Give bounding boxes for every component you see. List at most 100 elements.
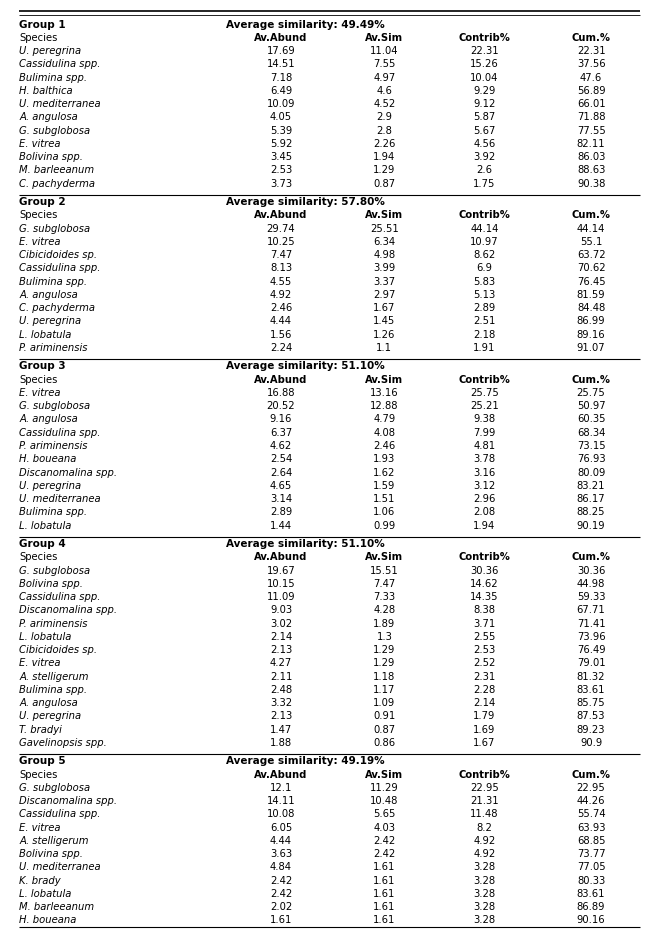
Text: 2.24: 2.24 bbox=[270, 343, 292, 353]
Text: Cum.%: Cum.% bbox=[572, 552, 610, 562]
Text: 81.32: 81.32 bbox=[577, 672, 605, 682]
Text: 1.29: 1.29 bbox=[373, 658, 395, 669]
Text: Contrib%: Contrib% bbox=[459, 210, 510, 220]
Text: 9.29: 9.29 bbox=[474, 85, 495, 96]
Text: 19.67: 19.67 bbox=[267, 566, 295, 576]
Text: 22.95: 22.95 bbox=[577, 783, 605, 793]
Text: Discanomalina spp.: Discanomalina spp. bbox=[19, 605, 118, 615]
Text: 14.35: 14.35 bbox=[470, 592, 499, 602]
Text: 2.14: 2.14 bbox=[474, 698, 495, 708]
Text: 0.91: 0.91 bbox=[373, 711, 395, 721]
Text: 4.81: 4.81 bbox=[474, 441, 495, 451]
Text: U. peregrina: U. peregrina bbox=[19, 481, 81, 491]
Text: 11.04: 11.04 bbox=[370, 46, 399, 56]
Text: 85.75: 85.75 bbox=[577, 698, 605, 708]
Text: 4.44: 4.44 bbox=[270, 316, 292, 326]
Text: 1.45: 1.45 bbox=[373, 316, 395, 326]
Text: 2.8: 2.8 bbox=[377, 126, 392, 136]
Text: 22.31: 22.31 bbox=[470, 46, 499, 56]
Text: 11.29: 11.29 bbox=[370, 783, 399, 793]
Text: Cassidulina spp.: Cassidulina spp. bbox=[19, 592, 101, 602]
Text: 4.62: 4.62 bbox=[270, 441, 292, 451]
Text: 73.77: 73.77 bbox=[577, 849, 605, 859]
Text: 2.18: 2.18 bbox=[474, 329, 495, 340]
Text: 3.71: 3.71 bbox=[474, 618, 495, 628]
Text: A. stelligerum: A. stelligerum bbox=[19, 672, 89, 682]
Text: U. mediterranea: U. mediterranea bbox=[19, 99, 101, 109]
Text: 4.08: 4.08 bbox=[373, 428, 395, 438]
Text: 1.29: 1.29 bbox=[373, 645, 395, 655]
Text: 3.02: 3.02 bbox=[270, 618, 292, 628]
Text: 1.67: 1.67 bbox=[373, 303, 395, 313]
Text: 1.61: 1.61 bbox=[373, 889, 395, 899]
Text: 2.9: 2.9 bbox=[377, 113, 392, 122]
Text: 1.75: 1.75 bbox=[474, 178, 495, 189]
Text: 2.54: 2.54 bbox=[270, 454, 292, 464]
Text: Cum.%: Cum.% bbox=[572, 210, 610, 220]
Text: Av.Sim: Av.Sim bbox=[365, 552, 404, 562]
Text: 2.52: 2.52 bbox=[474, 658, 495, 669]
Text: 4.28: 4.28 bbox=[373, 605, 395, 615]
Text: 91.07: 91.07 bbox=[577, 343, 605, 353]
Text: 4.84: 4.84 bbox=[270, 862, 292, 872]
Text: M. barleeanum: M. barleeanum bbox=[19, 902, 94, 912]
Text: 13.16: 13.16 bbox=[370, 388, 399, 398]
Text: 7.99: 7.99 bbox=[474, 428, 495, 438]
Text: Av.Sim: Av.Sim bbox=[365, 210, 404, 220]
Text: 2.64: 2.64 bbox=[270, 467, 292, 477]
Text: 11.09: 11.09 bbox=[267, 592, 295, 602]
Text: 2.97: 2.97 bbox=[373, 290, 395, 300]
Text: 30.36: 30.36 bbox=[577, 566, 605, 576]
Text: E. vitrea: E. vitrea bbox=[19, 237, 61, 247]
Text: P. ariminensis: P. ariminensis bbox=[19, 441, 88, 451]
Text: 3.28: 3.28 bbox=[474, 915, 495, 926]
Text: Cassidulina spp.: Cassidulina spp. bbox=[19, 428, 101, 438]
Text: 3.78: 3.78 bbox=[474, 454, 495, 464]
Text: 1.93: 1.93 bbox=[373, 454, 395, 464]
Text: 73.96: 73.96 bbox=[577, 632, 605, 642]
Text: Av.Sim: Av.Sim bbox=[365, 375, 404, 385]
Text: 14.11: 14.11 bbox=[267, 796, 295, 806]
Text: Average similarity: 49.49%: Average similarity: 49.49% bbox=[226, 20, 385, 30]
Text: 4.65: 4.65 bbox=[270, 481, 292, 491]
Text: 3.14: 3.14 bbox=[270, 494, 292, 504]
Text: 6.34: 6.34 bbox=[373, 237, 395, 247]
Text: 4.92: 4.92 bbox=[474, 836, 495, 846]
Text: L. lobatula: L. lobatula bbox=[19, 632, 72, 642]
Text: 10.97: 10.97 bbox=[470, 237, 499, 247]
Text: 86.99: 86.99 bbox=[577, 316, 605, 326]
Text: 50.97: 50.97 bbox=[577, 401, 605, 411]
Text: 55.1: 55.1 bbox=[580, 237, 602, 247]
Text: 3.32: 3.32 bbox=[270, 698, 292, 708]
Text: 6.37: 6.37 bbox=[270, 428, 292, 438]
Text: 2.42: 2.42 bbox=[373, 836, 395, 846]
Text: 1.61: 1.61 bbox=[373, 902, 395, 912]
Text: 2.42: 2.42 bbox=[373, 849, 395, 859]
Text: 7.55: 7.55 bbox=[373, 59, 395, 69]
Text: Average similarity: 57.80%: Average similarity: 57.80% bbox=[226, 197, 385, 207]
Text: Contrib%: Contrib% bbox=[459, 552, 510, 562]
Text: 21.31: 21.31 bbox=[470, 796, 499, 806]
Text: 2.51: 2.51 bbox=[474, 316, 495, 326]
Text: Cibicidoides sp.: Cibicidoides sp. bbox=[19, 645, 98, 655]
Text: 1.59: 1.59 bbox=[373, 481, 395, 491]
Text: U. mediterranea: U. mediterranea bbox=[19, 862, 101, 872]
Text: 3.92: 3.92 bbox=[474, 152, 495, 162]
Text: 4.05: 4.05 bbox=[270, 113, 292, 122]
Text: 71.41: 71.41 bbox=[577, 618, 605, 628]
Text: 9.12: 9.12 bbox=[474, 99, 495, 109]
Text: 0.87: 0.87 bbox=[373, 725, 395, 734]
Text: 68.85: 68.85 bbox=[577, 836, 605, 846]
Text: Group 4: Group 4 bbox=[19, 539, 66, 549]
Text: 59.33: 59.33 bbox=[577, 592, 605, 602]
Text: 0.86: 0.86 bbox=[373, 738, 395, 748]
Text: Species: Species bbox=[19, 770, 57, 779]
Text: 1.94: 1.94 bbox=[373, 152, 395, 162]
Text: 3.12: 3.12 bbox=[474, 481, 495, 491]
Text: 25.21: 25.21 bbox=[470, 401, 499, 411]
Text: G. subglobosa: G. subglobosa bbox=[19, 401, 90, 411]
Text: 10.48: 10.48 bbox=[370, 796, 399, 806]
Text: 55.74: 55.74 bbox=[577, 809, 605, 820]
Text: U. peregrina: U. peregrina bbox=[19, 711, 81, 721]
Text: P. ariminensis: P. ariminensis bbox=[19, 343, 88, 353]
